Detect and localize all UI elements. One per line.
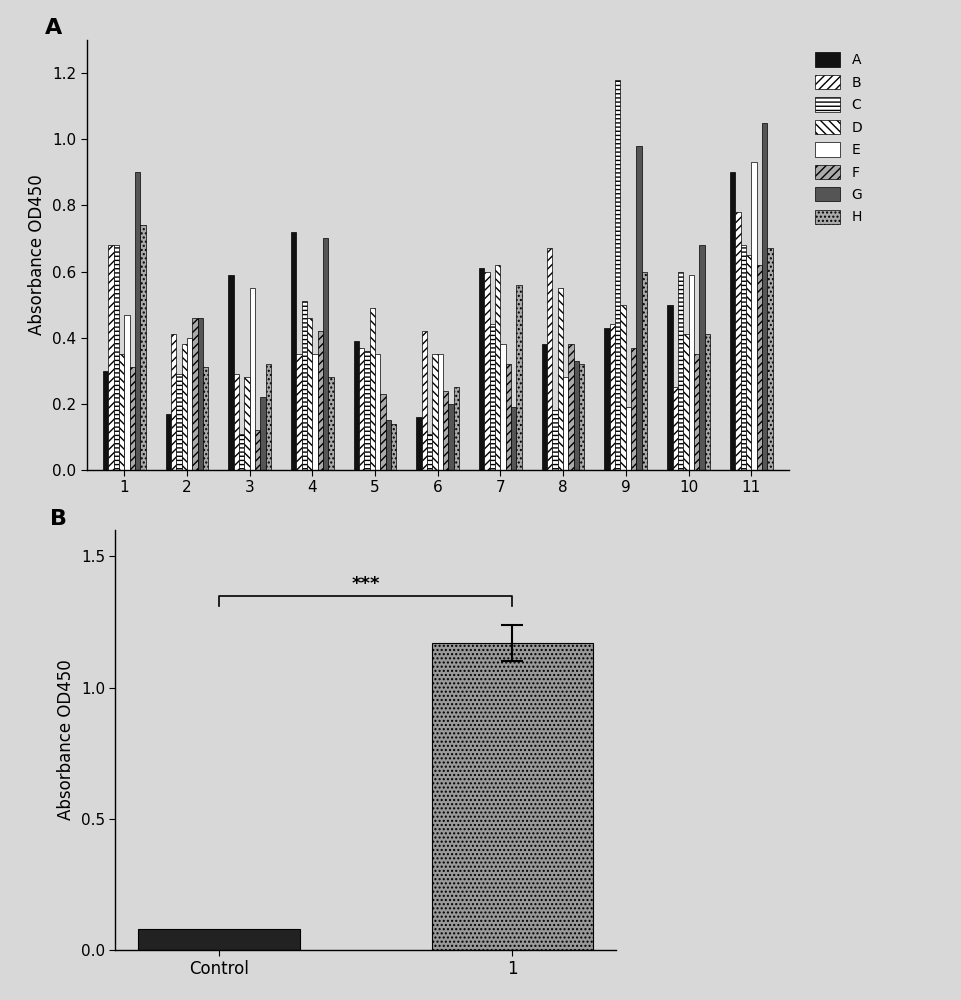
Bar (443, 391, 448, 470)
Bar (641, 272, 647, 470)
Bar (138, 929, 299, 950)
Bar (740, 245, 745, 470)
Bar (312, 354, 317, 470)
Bar (380, 394, 385, 470)
Bar (437, 354, 443, 470)
Bar (192, 318, 197, 470)
Bar (495, 265, 500, 470)
Bar (729, 172, 734, 470)
Bar (203, 367, 208, 470)
Bar (364, 351, 369, 470)
Bar (265, 364, 271, 470)
Bar (431, 643, 592, 950)
Bar (626, 407, 630, 470)
Bar (489, 324, 495, 470)
Bar (119, 354, 124, 470)
Bar (171, 334, 176, 470)
Bar (751, 162, 755, 470)
Bar (755, 265, 761, 470)
Bar (703, 334, 709, 470)
Bar (290, 232, 296, 470)
Bar (557, 288, 562, 470)
Bar (260, 397, 265, 470)
Bar (667, 305, 672, 470)
Bar (678, 272, 682, 470)
Bar (328, 377, 333, 470)
Bar (176, 374, 182, 470)
Bar (484, 272, 489, 470)
Bar (385, 420, 390, 470)
Bar (604, 328, 609, 470)
Bar (421, 331, 427, 470)
Bar (238, 434, 244, 470)
Y-axis label: Absorbance OD450: Absorbance OD450 (58, 660, 75, 820)
Legend: A, B, C, D, E, F, G, H: A, B, C, D, E, F, G, H (809, 47, 867, 230)
Bar (228, 275, 234, 470)
Bar (672, 387, 678, 470)
Bar (767, 248, 772, 470)
Bar (562, 377, 568, 470)
Bar (682, 334, 688, 470)
Bar (693, 354, 699, 470)
Bar (427, 434, 431, 470)
Bar (500, 344, 505, 470)
Bar (505, 364, 510, 470)
Bar (130, 367, 135, 470)
Bar (124, 315, 130, 470)
Bar (541, 344, 547, 470)
Bar (182, 344, 186, 470)
Bar (255, 430, 260, 470)
Bar (135, 172, 140, 470)
Text: A: A (44, 18, 62, 38)
Bar (454, 387, 458, 470)
Y-axis label: Absorbance OD450: Absorbance OD450 (28, 175, 46, 335)
Bar (516, 285, 521, 470)
Bar (234, 374, 238, 470)
Bar (244, 377, 249, 470)
Bar (317, 331, 323, 470)
Bar (573, 361, 579, 470)
Bar (479, 268, 484, 470)
Bar (431, 354, 437, 470)
Bar (323, 238, 328, 470)
Bar (302, 301, 307, 470)
Bar (636, 146, 641, 470)
Bar (416, 417, 421, 470)
Bar (579, 364, 584, 470)
Bar (620, 305, 626, 470)
Bar (296, 354, 302, 470)
Text: B: B (50, 509, 67, 529)
Bar (354, 341, 358, 470)
Bar (103, 371, 108, 470)
Bar (699, 245, 703, 470)
Bar (688, 275, 693, 470)
Bar (113, 245, 119, 470)
Bar (745, 255, 751, 470)
Bar (761, 123, 767, 470)
Bar (390, 424, 396, 470)
Bar (630, 348, 636, 470)
Bar (510, 407, 516, 470)
Bar (186, 338, 192, 470)
Bar (734, 212, 740, 470)
Bar (568, 344, 573, 470)
Bar (307, 318, 312, 470)
Bar (369, 308, 375, 470)
Bar (552, 410, 557, 470)
Bar (448, 404, 454, 470)
Bar (249, 288, 255, 470)
Bar (547, 248, 552, 470)
Bar (108, 245, 113, 470)
Bar (614, 80, 620, 470)
Text: ***: *** (351, 575, 380, 593)
Bar (609, 324, 614, 470)
Bar (140, 225, 145, 470)
Bar (197, 318, 203, 470)
Bar (165, 414, 171, 470)
Bar (358, 348, 364, 470)
Bar (375, 354, 380, 470)
